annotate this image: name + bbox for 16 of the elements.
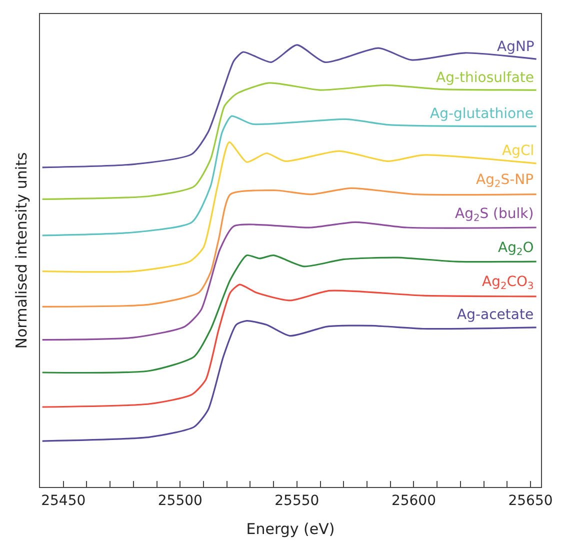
x-tick-label: 25650 [508, 492, 553, 509]
x-tick-label: 25550 [274, 492, 320, 509]
x-axis-title: Energy (eV) [246, 520, 335, 538]
series-label: Ag$_{2}$S-NP [476, 172, 534, 190]
y-axis-title: Normalised intensity units [12, 152, 30, 349]
series-label: AgCl [502, 143, 534, 159]
series-label: Ag-acetate [457, 307, 534, 323]
x-tick-label: 25500 [158, 492, 202, 509]
x-tick-label: 25600 [391, 492, 436, 509]
x-tick-label: 25450 [41, 492, 86, 509]
series-label: Ag$_{2}$CO$_{3}$ [482, 274, 534, 292]
series-label: Ag-glutathione [430, 106, 534, 122]
series-label: AgNP [497, 39, 534, 55]
series-label: Ag$_{2}$O [498, 240, 534, 258]
series-label: Ag$_{2}$S (bulk) [455, 206, 534, 224]
series-label: Ag-thiosulfate [436, 70, 534, 86]
